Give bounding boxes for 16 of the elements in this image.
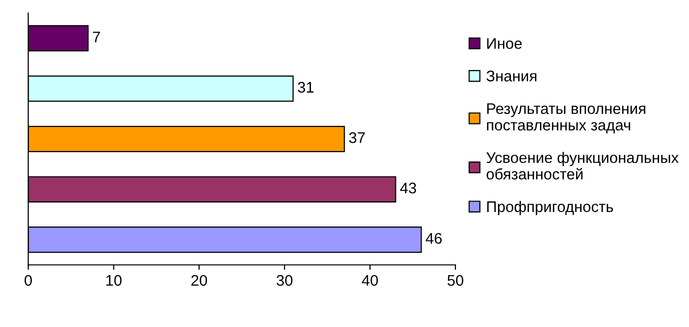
x-tick-label: 40: [362, 274, 378, 286]
x-tick-label: 50: [448, 274, 464, 286]
legend-label: Результаты вполнения поставленных задач: [487, 103, 646, 134]
x-tick-label: 0: [24, 274, 32, 286]
data-label: 7: [93, 32, 100, 42]
legend-label: Иное: [487, 38, 522, 49]
legend-label: Знания: [486, 70, 536, 82]
x-tick-label: 20: [191, 274, 208, 286]
legend-label: Профпригодность: [487, 200, 614, 216]
x-tick-label: 30: [276, 274, 292, 286]
data-label: 43: [400, 182, 416, 194]
data-label: 31: [298, 82, 314, 93]
data-label: 46: [426, 232, 442, 244]
data-label: 37: [349, 132, 365, 144]
legend-label: Усвоение функциональных обязанностей: [486, 152, 679, 180]
x-tick-label: 10: [106, 274, 122, 286]
